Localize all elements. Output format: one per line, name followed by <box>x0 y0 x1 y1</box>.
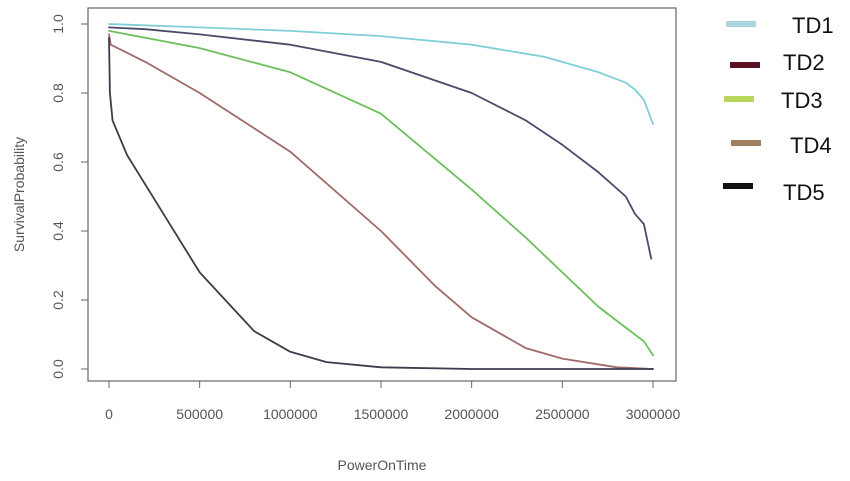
series-line-1 <box>108 23 654 125</box>
legend: TD1 TD2 TD3 TD4 TD5 <box>723 13 834 205</box>
y-tick-label: 0.8 <box>50 83 66 103</box>
legend-swatch <box>730 62 760 68</box>
plot-area: 0 500000 1000000 1500000 2000000 2500000 30000… <box>50 7 681 422</box>
x-tick-label: 500000 <box>176 406 223 422</box>
legend-swatch <box>731 140 761 146</box>
legend-label: TD3 <box>781 88 823 113</box>
x-axis-title: PowerOnTime <box>338 457 427 473</box>
y-tick-label: 0.4 <box>50 221 66 241</box>
x-tick-label: 1500000 <box>354 406 409 422</box>
x-tick-label: 0 <box>105 406 113 422</box>
series-line-2 <box>108 26 653 260</box>
plot-frame <box>87 7 677 382</box>
y-axis-title: SurvivalProbability <box>11 137 27 252</box>
series-line-4 <box>108 33 654 370</box>
series-line-5 <box>108 36 654 370</box>
y-tick-label: 0.2 <box>50 290 66 310</box>
y-tick-label: 0.0 <box>50 359 66 379</box>
y-tick-label: 1.0 <box>50 14 66 34</box>
x-tick-label: 2500000 <box>535 406 590 422</box>
legend-label: TD5 <box>783 180 825 205</box>
legend-label: TD4 <box>790 133 832 158</box>
legend-label: TD2 <box>783 50 825 75</box>
legend-swatch <box>723 183 753 189</box>
x-tick-label: 3000000 <box>626 406 681 422</box>
legend-swatch <box>724 96 754 102</box>
series-line-3 <box>108 29 654 357</box>
legend-swatch <box>726 21 756 27</box>
legend-label: TD1 <box>792 13 834 38</box>
x-tick-label: 1000000 <box>263 406 318 422</box>
x-tick-label: 2000000 <box>444 406 499 422</box>
y-tick-label: 0.6 <box>50 152 66 172</box>
